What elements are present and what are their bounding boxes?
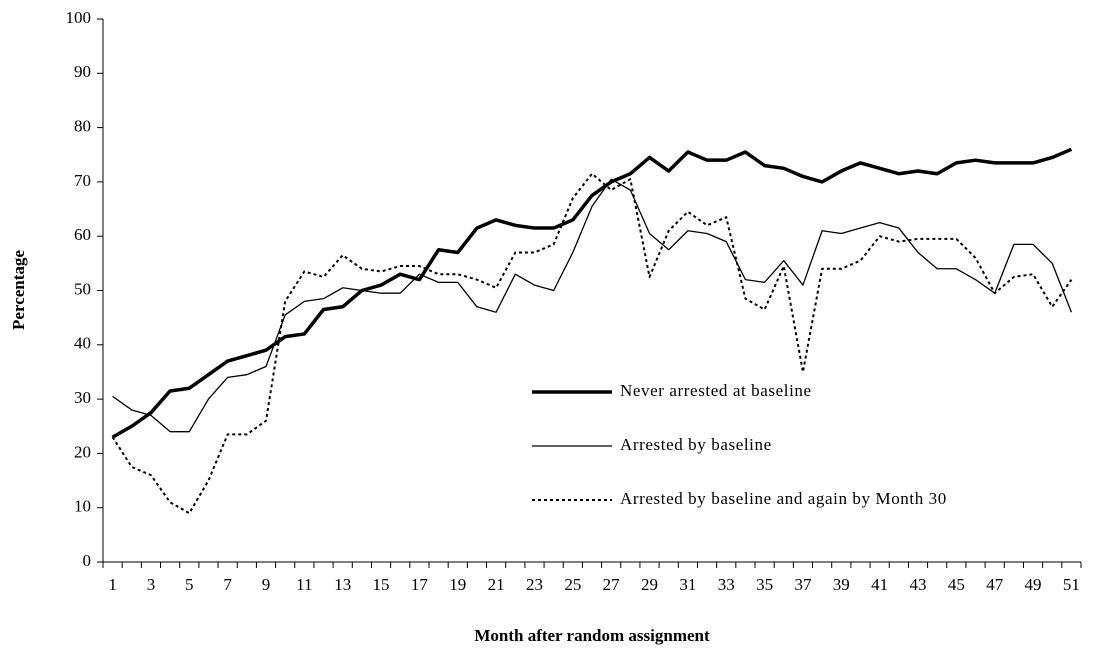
x-tick-label: 49 <box>1025 575 1042 594</box>
x-tick-label: 29 <box>641 575 658 594</box>
x-tick-label: 27 <box>603 575 621 594</box>
x-tick-label: 19 <box>449 575 466 594</box>
legend-label: Arrested by baseline and again by Month … <box>620 489 947 508</box>
y-tick-label: 20 <box>74 442 91 461</box>
x-tick-label: 41 <box>871 575 888 594</box>
y-tick-label: 50 <box>74 279 91 298</box>
x-tick-label: 37 <box>794 575 812 594</box>
x-tick-label: 21 <box>488 575 505 594</box>
x-tick-label: 31 <box>679 575 696 594</box>
x-tick-label: 9 <box>262 575 271 594</box>
x-tick-label: 13 <box>334 575 351 594</box>
y-tick-label: 40 <box>74 334 91 353</box>
series-line <box>111 172 1073 515</box>
x-tick-label: 51 <box>1063 575 1080 594</box>
legend-label: Arrested by baseline <box>620 435 772 454</box>
x-tick-label: 47 <box>986 575 1004 594</box>
x-axis-label: Month after random assignment <box>474 626 710 645</box>
x-tick-label: 7 <box>223 575 232 594</box>
x-tick-label: 43 <box>910 575 927 594</box>
y-tick-label: 60 <box>74 225 91 244</box>
x-tick-label: 15 <box>373 575 390 594</box>
legend-label: Never arrested at baseline <box>620 381 812 400</box>
x-tick-label: 17 <box>411 575 429 594</box>
y-tick-label: 100 <box>66 8 92 27</box>
y-tick-label: 10 <box>74 497 91 516</box>
y-tick-label: 0 <box>83 551 92 570</box>
x-tick-label: 35 <box>756 575 773 594</box>
x-tick-label: 25 <box>564 575 581 594</box>
x-tick-label: 39 <box>833 575 850 594</box>
x-tick-label: 23 <box>526 575 543 594</box>
y-axis-label: Percentage <box>9 250 28 330</box>
x-tick-label: 3 <box>147 575 156 594</box>
x-tick-label: 33 <box>718 575 735 594</box>
x-tick-label: 11 <box>296 575 312 594</box>
y-tick-label: 90 <box>74 62 91 81</box>
series-line <box>111 147 1073 439</box>
y-tick-label: 70 <box>74 171 91 190</box>
y-tick-label: 30 <box>74 388 91 407</box>
x-tick-label: 1 <box>108 575 117 594</box>
x-tick-label: 5 <box>185 575 194 594</box>
y-tick-label: 80 <box>74 117 91 136</box>
x-tick-label: 45 <box>948 575 965 594</box>
series-line <box>112 178 1073 433</box>
